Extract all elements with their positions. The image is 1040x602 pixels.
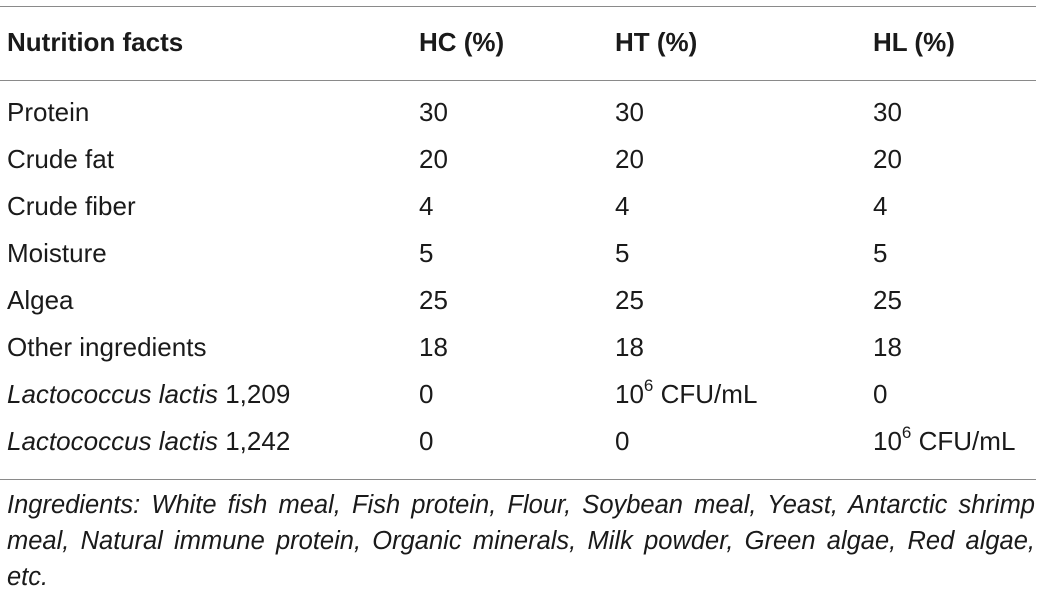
ht-value: 30 — [615, 97, 644, 127]
hl-unit: CFU/mL — [918, 426, 1016, 456]
table-row: Lactococcus lactis 1,209 0 106 CFU/mL 0 — [0, 371, 1040, 417]
ht-exponent: 6 — [643, 376, 654, 396]
row-label: Crude fat — [7, 144, 114, 174]
table-row: Other ingredients 18 18 18 — [0, 324, 1040, 370]
hc-value: 30 — [419, 97, 448, 127]
table-row: Crude fat 20 20 20 — [0, 136, 1040, 182]
table-bottom-rule — [0, 479, 1036, 480]
header-nutrition-facts: Nutrition facts — [7, 27, 184, 57]
row-label: Other ingredients — [7, 332, 207, 362]
ht-value: 25 — [615, 285, 644, 315]
hc-value: 0 — [419, 426, 434, 456]
hc-value: 4 — [419, 191, 434, 221]
hc-value: 18 — [419, 332, 448, 362]
hl-base: 10 — [873, 426, 902, 456]
row-label: Protein — [7, 97, 90, 127]
species-name: Lactococcus lactis — [7, 426, 218, 456]
table-top-rule — [0, 6, 1036, 7]
row-label: Lactococcus lactis 1,209 — [7, 371, 290, 417]
hc-value: 0 — [419, 379, 434, 409]
hc-value: 20 — [419, 144, 448, 174]
table-row: Crude fiber 4 4 4 — [0, 183, 1040, 229]
row-label: Algea — [7, 285, 74, 315]
hl-value: 106 CFU/mL — [873, 418, 1015, 464]
ht-value: 4 — [615, 191, 630, 221]
hc-value: 5 — [419, 238, 434, 268]
hl-value: 5 — [873, 238, 888, 268]
table-footnote: Ingredients: White fish meal, Fish prote… — [7, 491, 1035, 591]
strain-number: 1,209 — [225, 379, 291, 409]
hc-value: 25 — [419, 285, 448, 315]
ht-value: 5 — [615, 238, 630, 268]
ht-value: 18 — [615, 332, 644, 362]
hl-exponent: 6 — [901, 423, 912, 443]
header-hl: HL (%) — [873, 27, 955, 57]
ht-value: 0 — [615, 426, 630, 456]
strain-number: 1,242 — [225, 426, 291, 456]
hl-value: 4 — [873, 191, 888, 221]
species-name: Lactococcus lactis — [7, 379, 218, 409]
table-row: Algea 25 25 25 — [0, 277, 1040, 323]
header-hc: HC (%) — [419, 27, 505, 57]
table-row: Protein 30 30 30 — [0, 89, 1040, 135]
table-header-row: Nutrition facts HC (%) HT (%) HL (%) — [0, 19, 1040, 65]
ht-base: 10 — [615, 379, 644, 409]
hl-value: 25 — [873, 285, 902, 315]
hl-value: 18 — [873, 332, 902, 362]
row-label: Crude fiber — [7, 191, 136, 221]
hl-value: 0 — [873, 379, 888, 409]
header-ht: HT (%) — [615, 27, 698, 57]
table-header-rule — [0, 80, 1036, 81]
hl-value: 30 — [873, 97, 902, 127]
row-label: Lactococcus lactis 1,242 — [7, 418, 290, 464]
table-row: Lactococcus lactis 1,242 0 0 106 CFU/mL — [0, 418, 1040, 464]
ht-value: 106 CFU/mL — [615, 371, 757, 417]
ht-unit: CFU/mL — [660, 379, 758, 409]
table-row: Moisture 5 5 5 — [0, 230, 1040, 276]
hl-value: 20 — [873, 144, 902, 174]
ht-value: 20 — [615, 144, 644, 174]
row-label: Moisture — [7, 238, 107, 268]
